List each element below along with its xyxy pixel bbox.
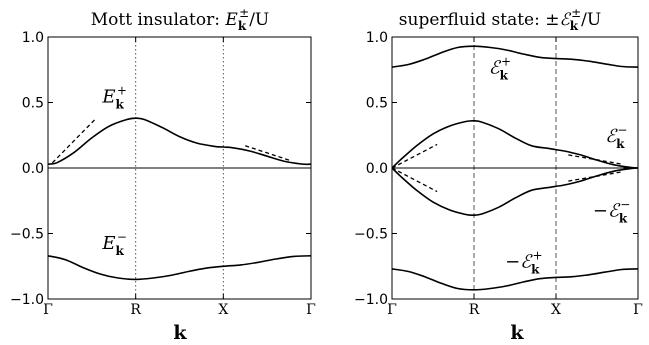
y-tick-label: −0.5 [354,227,388,243]
y-tick-label: 1.0 [366,30,388,46]
band-line-mott-1 [47,255,312,281]
band-annotation: Ek+ [101,84,127,112]
band-line-superfluid-0 [391,45,639,68]
x-tick-label: Γ [43,302,53,318]
dashed-approx-line-3 [568,171,622,182]
dashed-approx-line-1 [391,167,438,193]
y-tick-label: −1.0 [10,292,44,308]
y-tick-label: 0.5 [22,96,44,112]
x-tick-label: Γ [633,302,643,318]
y-tick-label: −1.0 [354,292,388,308]
x-tick-label: R [130,302,141,318]
y-tick-label: −0.5 [10,227,44,243]
title-superfluid: superfluid state: ±ℰk±/U [399,6,601,33]
x-tick-label: Γ [387,302,397,318]
y-tick-label: 1.0 [22,30,44,46]
band-line-superfluid-3 [391,268,639,291]
x-tick-label: Γ [306,302,316,318]
dashed-approx-line-1 [245,145,290,161]
x-tick-label: R [469,302,480,318]
band-annotation: −ℰk+ [505,249,542,277]
band-line-superfluid-1 [391,119,639,169]
title-mott: Mott insulator: Ek±/U [91,6,270,33]
band-annotation: ℰk− [605,123,627,151]
x-tick-label: X [551,302,561,318]
y-tick-label: 0.0 [366,161,388,177]
panel-superfluid-state: superfluid state: ±ℰk±/U Γ R X Γ 1.0 0.5 0.0 −0… [354,6,643,344]
dashed-approx-line-0 [391,143,438,169]
x-axis-label-superfluid: k [510,322,524,344]
band-line-mott-0 [47,117,312,166]
dashed-approx-line-0 [51,117,97,164]
x-axis-label-mott: k [173,322,187,344]
y-tick-label: 0.5 [366,96,388,112]
y-tick-label: 0.0 [22,161,44,177]
x-tick-label: X [218,302,228,318]
band-annotation: −ℰk− [593,197,630,225]
panel-mott-insulator: Mott insulator: Ek±/U Γ R X Γ 1.0 0.5 0.0 −0.5 −… [10,6,316,344]
dashed-approx-line-2 [568,154,622,165]
band-annotation: ℰk+ [489,55,511,83]
band-annotation: Ek− [101,230,127,258]
